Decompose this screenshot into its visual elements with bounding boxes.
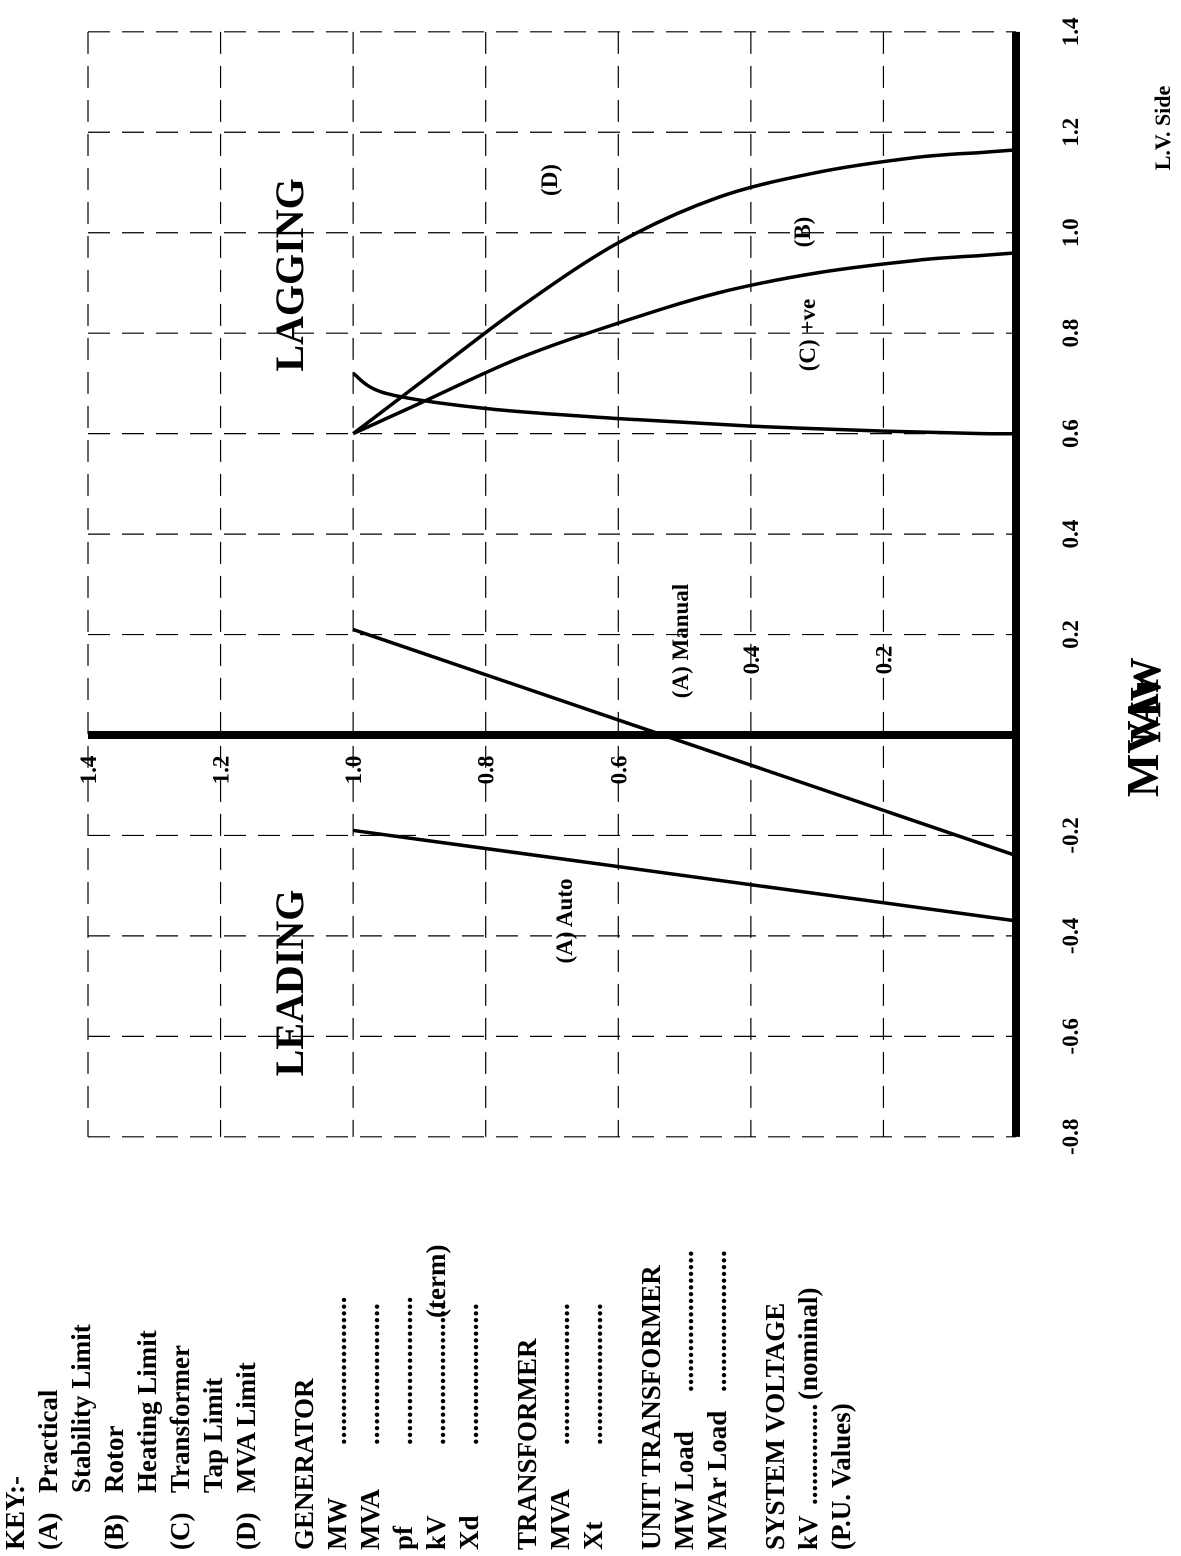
generator-mw-blank: ...................... bbox=[322, 1297, 352, 1446]
region-label-leading: LEADING bbox=[267, 890, 312, 1077]
key-text-a2: Stability Limit bbox=[66, 1324, 96, 1493]
key-heading: KEY:- bbox=[0, 1476, 30, 1550]
key-text-c1: Transformer bbox=[165, 1345, 195, 1493]
curve-label-b: (B) bbox=[790, 217, 815, 248]
generator-mva-blank: ..................... bbox=[355, 1303, 385, 1445]
curve-label-c: (C) +ve bbox=[795, 299, 820, 372]
key-text-b2: Heating Limit bbox=[132, 1330, 162, 1493]
y-tick-label: 0.2 bbox=[871, 646, 896, 675]
curve-series-1 bbox=[352, 627, 1017, 858]
transformer-xt-label: Xt bbox=[578, 1522, 608, 1551]
key-letter-a: (A) bbox=[33, 1513, 63, 1550]
system-voltage-kv-blank: ............... bbox=[793, 1404, 823, 1505]
x-tick-label: 1.0 bbox=[1058, 218, 1083, 247]
y-tick-label: 1.4 bbox=[76, 755, 101, 784]
generator-kv-suffix: (term) bbox=[421, 1245, 451, 1318]
generator-mva-label: MVA bbox=[355, 1488, 385, 1550]
curves bbox=[352, 148, 1017, 923]
x-tick-label: 0.4 bbox=[1058, 519, 1083, 548]
x-tick-label: 0.8 bbox=[1058, 319, 1083, 348]
curve-series-2 bbox=[352, 251, 1017, 436]
key-text-d1: MVA Limit bbox=[231, 1362, 261, 1493]
region-label-lagging: LAGGING bbox=[267, 178, 312, 371]
unit-transformer-mw-blank: ..................... bbox=[669, 1250, 699, 1392]
y-axis-title: MW bbox=[1121, 657, 1170, 743]
side-note: L.V. Side bbox=[1150, 85, 1175, 170]
x-tick-label: -0.8 bbox=[1058, 1119, 1083, 1155]
x-tick-label: -0.6 bbox=[1058, 1018, 1083, 1054]
curve-series-4 bbox=[352, 148, 1017, 436]
generator-kv-label: kV bbox=[421, 1515, 451, 1550]
transformer-mva-blank: ..................... bbox=[545, 1303, 575, 1445]
key-text-a1: Practical bbox=[33, 1389, 63, 1493]
key-letter-c: (C) bbox=[165, 1513, 195, 1550]
unit-transformer-mw-label: MW Load bbox=[669, 1431, 699, 1550]
x-tick-label: 1.2 bbox=[1058, 118, 1083, 147]
curve-series-0 bbox=[352, 828, 1017, 923]
transformer-heading: TRANSFORMER bbox=[512, 1338, 542, 1550]
curve-label-d: (D) bbox=[537, 164, 562, 196]
unit-transformer-heading: UNIT TRANSFORMER bbox=[636, 1265, 666, 1550]
key-letter-b: (B) bbox=[99, 1514, 129, 1550]
y-tick-label: 0.6 bbox=[606, 756, 631, 785]
curve-label-a-manual: (A) Manual bbox=[668, 584, 693, 698]
generator-xd-label: Xd bbox=[454, 1515, 484, 1550]
curve-series-3 bbox=[352, 371, 1017, 436]
generator-kv-blank: ..................... bbox=[421, 1303, 451, 1445]
left-panel: KEY:- (A) Practical Stability Limit (B) … bbox=[0, 1245, 856, 1550]
x-axis-title: MVAr bbox=[1117, 673, 1168, 797]
generator-pf-blank: ...................... bbox=[388, 1297, 418, 1446]
curve-label-a-auto: (A) Auto bbox=[552, 879, 577, 964]
unit-transformer-mvar-label: MVAr Load bbox=[702, 1411, 732, 1550]
transformer-xt-blank: ..................... bbox=[578, 1303, 608, 1445]
unit-transformer-mvar-blank: ..................... bbox=[702, 1250, 732, 1392]
grid-lines bbox=[87, 31, 1016, 1138]
key-text-b1: Rotor bbox=[99, 1426, 129, 1493]
x-tick-label: 1.4 bbox=[1058, 17, 1083, 46]
key-letter-d: (D) bbox=[231, 1513, 261, 1550]
pu-values-note: (P.U. Values) bbox=[826, 1403, 856, 1550]
y-tick-label: 1.0 bbox=[341, 756, 366, 785]
axes bbox=[88, 31, 1020, 1137]
generator-xd-blank: ..................... bbox=[454, 1303, 484, 1445]
transformer-mva-label: MVA bbox=[545, 1488, 575, 1550]
y-tick-label: 0.4 bbox=[739, 645, 764, 674]
system-voltage-kv-label: kV bbox=[793, 1515, 823, 1550]
y-tick-label: 1.2 bbox=[209, 756, 234, 785]
generator-mw-label: MW bbox=[322, 1498, 352, 1550]
generator-pf-label: pf bbox=[388, 1525, 418, 1550]
x-tick-label: 0.2 bbox=[1058, 620, 1083, 649]
system-voltage-kv-suffix: (nominal) bbox=[793, 1287, 823, 1400]
x-tick-label: -0.2 bbox=[1058, 817, 1083, 853]
tick-labels: -0.8 -0.6 -0.4 -0.2 0.2 0.4 0.6 0.8 1.0 1.2 1.4 1.4… bbox=[76, 17, 1083, 1155]
generator-heading: GENERATOR bbox=[289, 1378, 319, 1550]
x-tick-label: -0.4 bbox=[1058, 917, 1083, 954]
y-tick-label: 0.8 bbox=[474, 756, 499, 785]
system-voltage-heading: SYSTEM VOLTAGE bbox=[760, 1303, 790, 1550]
key-text-c2: Tap Limit bbox=[198, 1378, 228, 1493]
x-tick-label: 0.6 bbox=[1058, 419, 1083, 448]
